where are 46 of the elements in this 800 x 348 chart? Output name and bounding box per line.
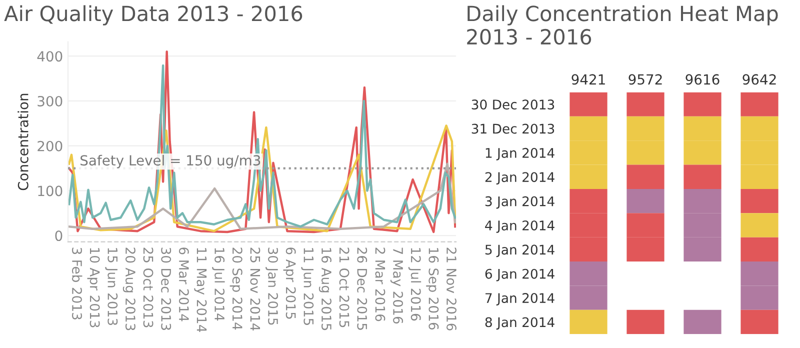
- y-tick-label: 0: [55, 230, 62, 242]
- category-label: 4 Jan 2014: [485, 220, 554, 233]
- x-tick-label: 21 Nov 2016: [446, 248, 456, 330]
- x-tick-label: 7 May 2016: [390, 248, 404, 324]
- x-tick-label: 6 Mar 2014: [178, 248, 189, 322]
- y-axis-title: Concentration: [18, 94, 28, 190]
- category-label: 1 Jan 2014: [486, 148, 554, 160]
- x-tick-label: 20 Aug 2013: [122, 248, 136, 330]
- y-tick-label: 400: [37, 51, 62, 62]
- x-tick-label: 16 Aug 2015: [318, 248, 332, 330]
- category-label: 2 Jan 2014: [485, 172, 554, 185]
- x-tick-label: 12 Jul 2016: [408, 248, 422, 321]
- x-tick-label: 16 Sep 2016: [426, 248, 439, 330]
- x-tick-label: 30 Dec 2013: [161, 248, 172, 330]
- chart-title: Air Quality Data 2013 - 2016: [4, 5, 302, 26]
- category-label: 9642: [742, 74, 776, 85]
- x-tick-label: 26 Dec 2015: [357, 248, 368, 330]
- x-tick-label: 10 Apr 2013: [87, 248, 100, 328]
- x-tick-label: 16 Jul 2014: [212, 248, 225, 321]
- x-tick-label: 6 Apr 2015: [283, 248, 296, 319]
- x-tick-label: 15 Jun 2013: [105, 248, 118, 326]
- y-tick-label: 100: [38, 186, 62, 196]
- category-label: 9572: [628, 74, 662, 85]
- category-label: 9616: [686, 74, 720, 85]
- text: Daily Concentration Heat Map 2013 - 2016: [467, 5, 778, 45]
- x-tick-label: 21 Oct 2015: [339, 248, 350, 328]
- y-tick-label: 200: [38, 140, 62, 152]
- x-tick-label: 20 Sep 2014: [230, 248, 242, 330]
- line-series: [68, 124, 456, 232]
- ref-line-label: Safety Level = 150 ug/m3: [80, 154, 260, 168]
- category-label: 7 Jan 2014: [486, 293, 554, 306]
- x-tick-label: 25 Nov 2014: [250, 248, 260, 330]
- category-label: 9421: [572, 74, 605, 85]
- y-tick-label: 300: [38, 96, 62, 106]
- x-tick-label: 2 Mar 2016: [375, 248, 386, 322]
- category-label: 8 Jan 2014: [485, 317, 554, 330]
- x-tick-label: 11 May 2014: [194, 248, 207, 332]
- x-tick-label: 11 Jun 2015: [301, 248, 314, 325]
- x-tick-label: 30 Jan 2015: [266, 248, 278, 325]
- x-tick-label: 3 Feb 2013: [72, 248, 82, 320]
- category-label: 3 Jan 2014: [485, 196, 554, 209]
- category-label: 31 Dec 2013: [472, 124, 554, 134]
- x-tick-label: 25 Oct 2013: [143, 248, 154, 328]
- category-label: 5 Jan 2014: [485, 244, 554, 258]
- category-label: 6 Jan 2014: [485, 268, 554, 282]
- category-label: 30 Dec 2013: [472, 100, 554, 110]
